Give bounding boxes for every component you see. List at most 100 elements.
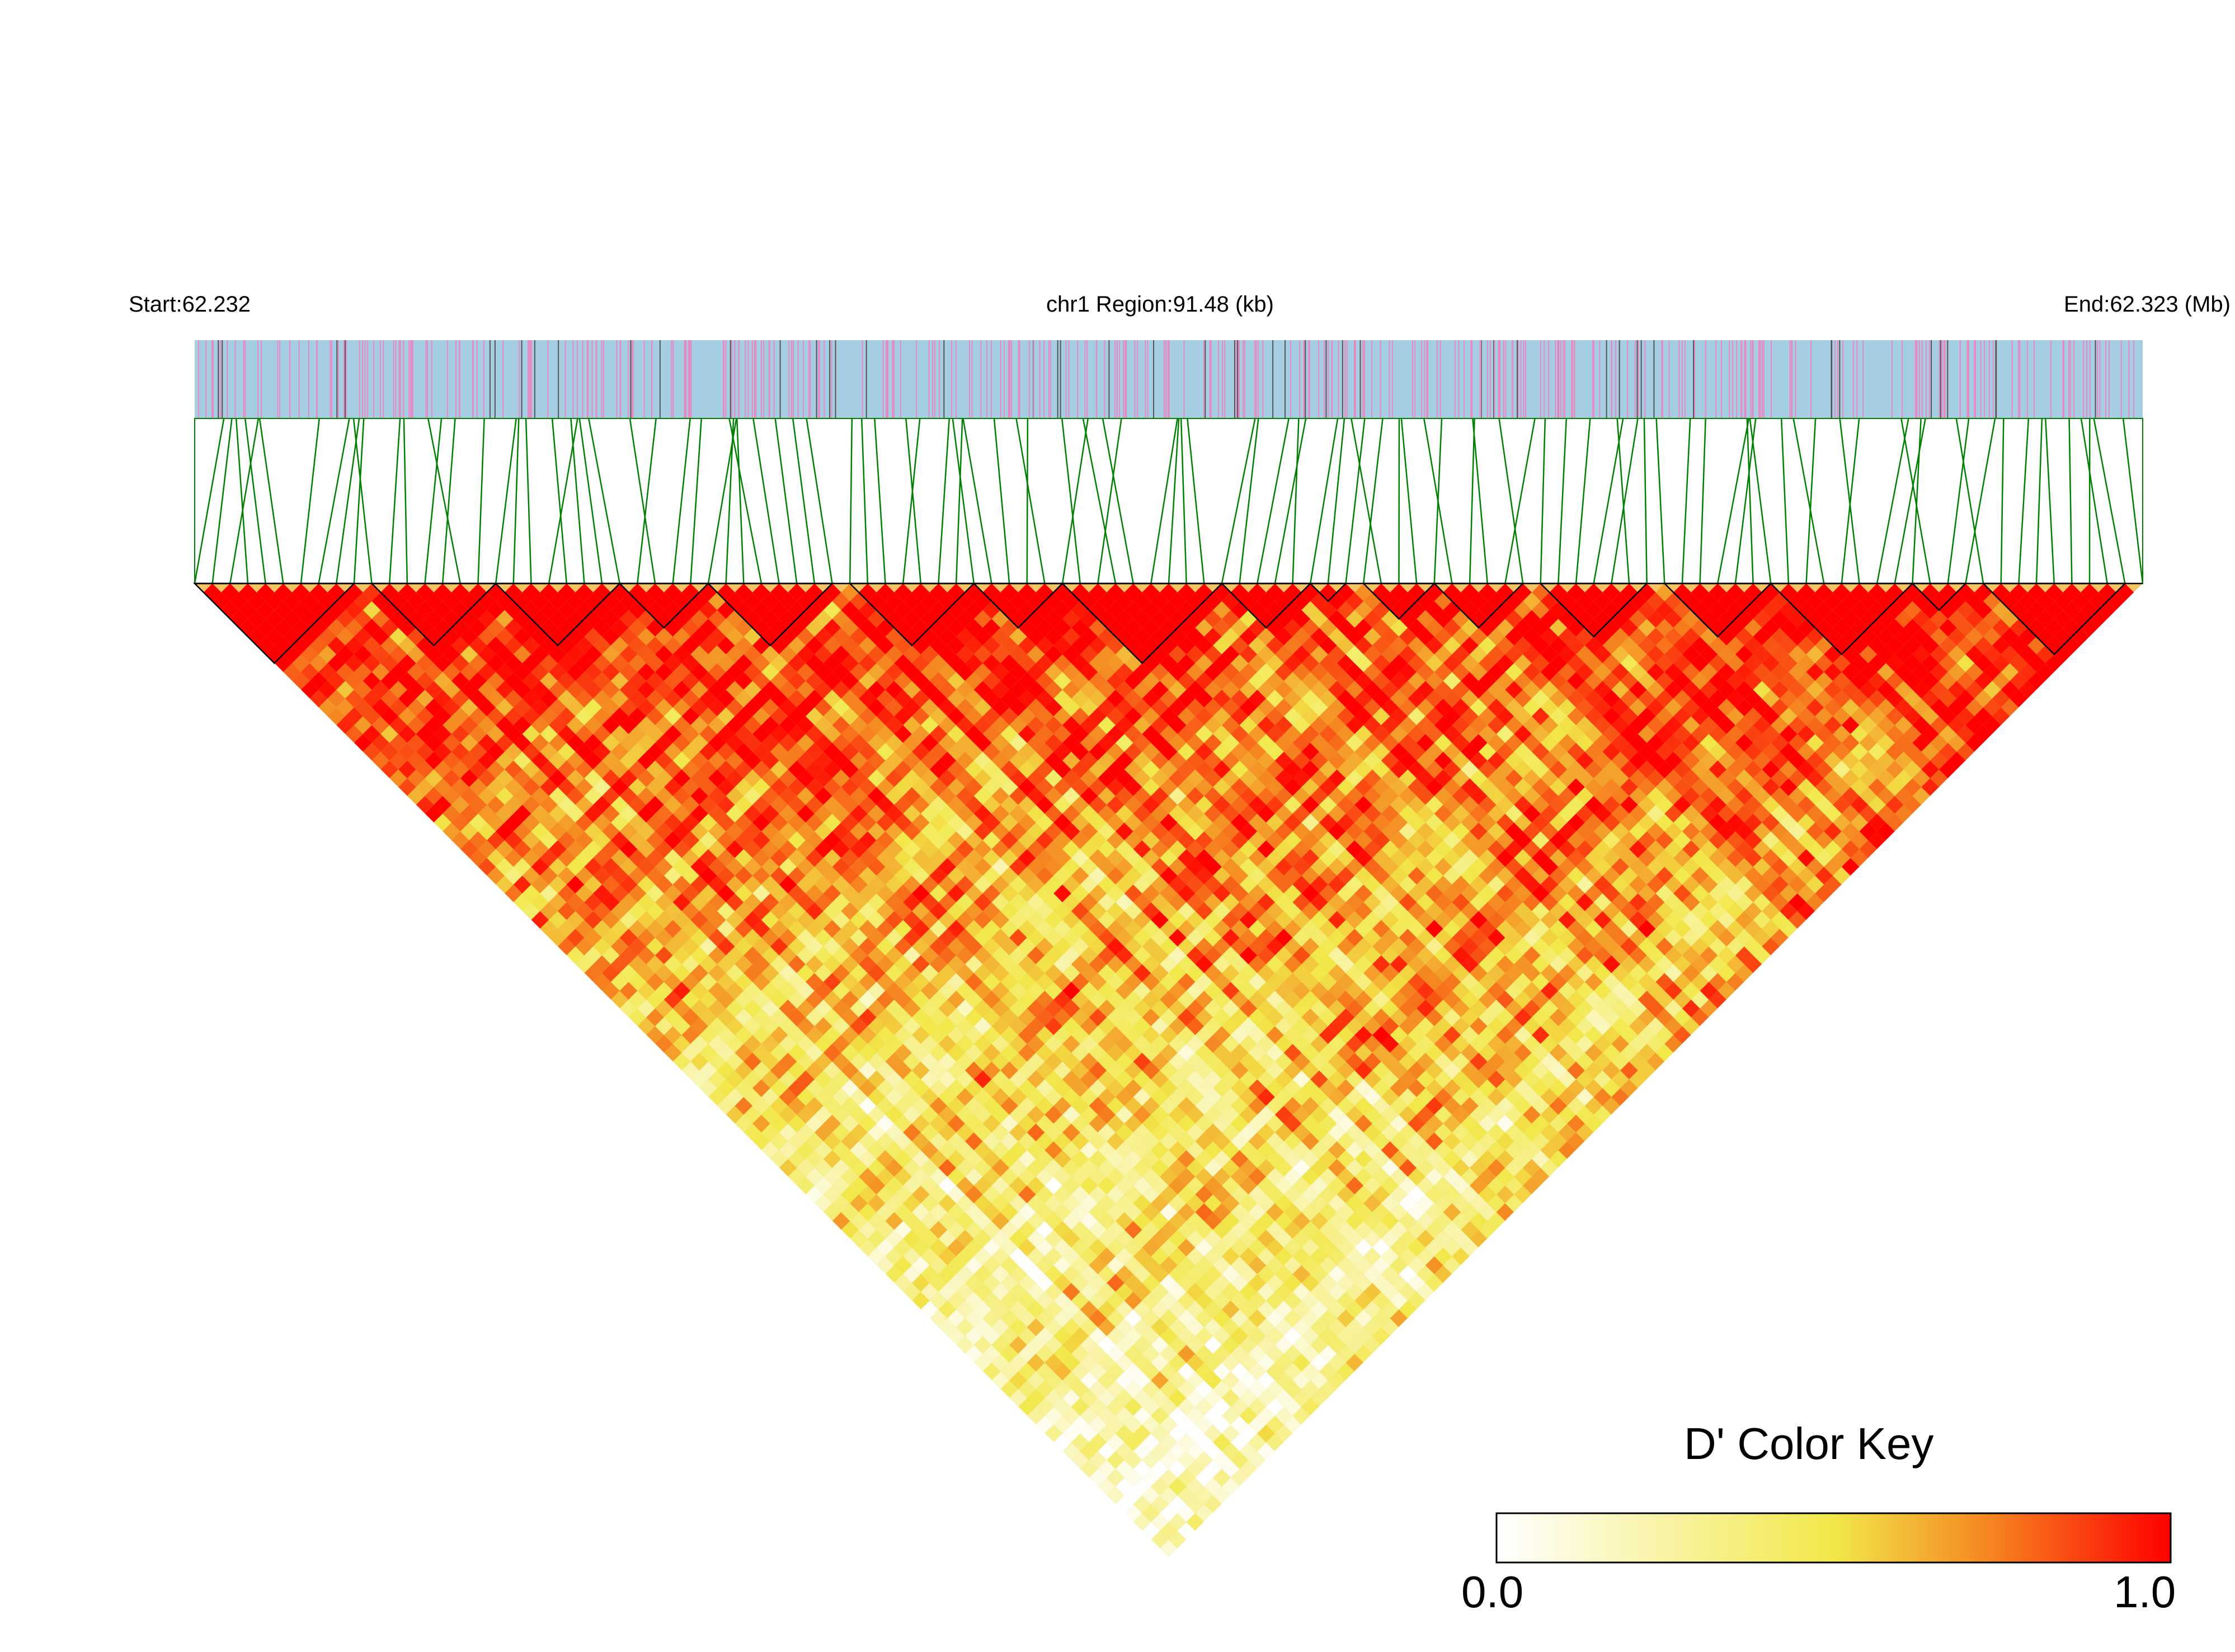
ld-cell: [956, 1194, 974, 1212]
ld-cell: [504, 672, 523, 690]
ld-cell: [1009, 1052, 1027, 1071]
ld-cell: [1080, 1176, 1098, 1195]
ld-cell: [973, 1194, 992, 1212]
ld-cell: [912, 1079, 930, 1097]
ld-cell: [770, 742, 788, 761]
ld-cell: [797, 1141, 815, 1159]
snp-connector: [1699, 418, 1706, 584]
ld-cell: [1177, 1168, 1196, 1186]
snp-position-track: [195, 340, 2143, 418]
ld-cell: [504, 583, 523, 601]
ld-cell: [575, 725, 594, 743]
ld-cell: [1027, 1265, 1045, 1283]
ld-cell: [1053, 1221, 1071, 1239]
ld-cell: [947, 1096, 965, 1115]
ld-cell: [584, 716, 603, 735]
ld-cell: [549, 911, 567, 929]
ld-cell: [964, 1203, 983, 1221]
ld-cell: [602, 628, 620, 646]
snp-connector: [774, 418, 798, 584]
ld-cell: [1107, 1114, 1124, 1133]
ld-cell: [920, 1283, 939, 1301]
ld-cell: [779, 804, 797, 823]
ld-cell: [1053, 1114, 1071, 1133]
ld-cell: [637, 698, 656, 717]
snp-connector: [1257, 418, 1290, 584]
ld-cell: [1230, 1433, 1249, 1452]
ld-cell: [867, 1141, 886, 1159]
ld-cell: [681, 672, 700, 690]
ld-cell: [504, 849, 523, 867]
ld-cell: [894, 1256, 912, 1274]
ld-cell: [327, 636, 346, 655]
snp-connector: [229, 418, 260, 584]
ld-cell: [354, 681, 372, 699]
ld-cell: [1107, 1239, 1124, 1256]
ld-cell: [425, 610, 443, 628]
ld-cell: [708, 681, 726, 699]
ld-cell: [1177, 1292, 1196, 1310]
ld-cell: [1301, 1345, 1320, 1363]
ld-cell: [407, 663, 425, 681]
ld-cell: [425, 645, 443, 663]
ld-cell: [1213, 1221, 1231, 1239]
ld-cell: [602, 610, 620, 628]
ld-cell: [1071, 1327, 1089, 1345]
ld-cell: [646, 760, 664, 779]
ld-cell: [540, 672, 558, 690]
ld-cell: [345, 707, 363, 726]
ld-cell: [929, 1239, 948, 1256]
ld-cell: [283, 592, 301, 610]
ld-cell: [1080, 1070, 1098, 1089]
ld-cell: [1089, 1451, 1107, 1469]
ld-cell: [619, 645, 638, 663]
ld-cell: [1098, 1141, 1116, 1159]
ld-cell: [964, 1239, 983, 1256]
snp-connector: [2122, 418, 2144, 584]
ld-cell: [531, 698, 549, 717]
ld-cell: [699, 796, 717, 814]
ld-cell: [1036, 1114, 1054, 1133]
ld-cell: [256, 601, 275, 619]
ld-cell: [1000, 1185, 1018, 1203]
ld-cell: [602, 787, 620, 805]
snp-connector: [1558, 418, 1568, 584]
ld-cell: [557, 672, 576, 690]
ld-cell: [1301, 1292, 1320, 1310]
ld-cell: [814, 822, 832, 840]
ld-cell: [1009, 1389, 1027, 1407]
snp-connector: [1746, 418, 1754, 584]
ld-cell: [1089, 1079, 1107, 1097]
ld-cell: [1080, 1248, 1098, 1265]
ld-cell: [1213, 1433, 1231, 1452]
ld-cell: [832, 822, 850, 840]
snp-connector: [211, 418, 233, 584]
ld-cell: [513, 893, 531, 911]
ld-cell: [690, 716, 708, 735]
ld-cell: [1124, 1451, 1142, 1469]
snp-connector: [1015, 418, 1046, 584]
ld-cell: [646, 619, 664, 637]
ld-cell: [1071, 1362, 1089, 1381]
ld-cell: [1195, 1486, 1213, 1505]
ld-cell: [752, 778, 770, 796]
ld-cell: [478, 610, 496, 628]
ld-cell: [1027, 1088, 1045, 1106]
ld-cell: [655, 681, 673, 699]
snp-connector: [525, 418, 532, 584]
ld-cell: [1098, 1460, 1116, 1478]
ld-cell: [1133, 1513, 1151, 1531]
ld-cell: [443, 734, 460, 752]
ld-cell: [982, 1203, 1001, 1221]
ld-cell: [1027, 1371, 1045, 1390]
ld-cell: [912, 1096, 930, 1115]
ld-cell: [619, 751, 638, 770]
snp-connector: [512, 418, 520, 584]
ld-cell: [1080, 1406, 1098, 1425]
ld-cell: [1062, 1159, 1080, 1177]
ld-cell: [991, 1212, 1010, 1230]
ld-cell: [699, 689, 717, 708]
ld-cell: [522, 619, 540, 637]
ld-cell: [496, 681, 514, 699]
ld-cell: [1177, 1380, 1196, 1399]
